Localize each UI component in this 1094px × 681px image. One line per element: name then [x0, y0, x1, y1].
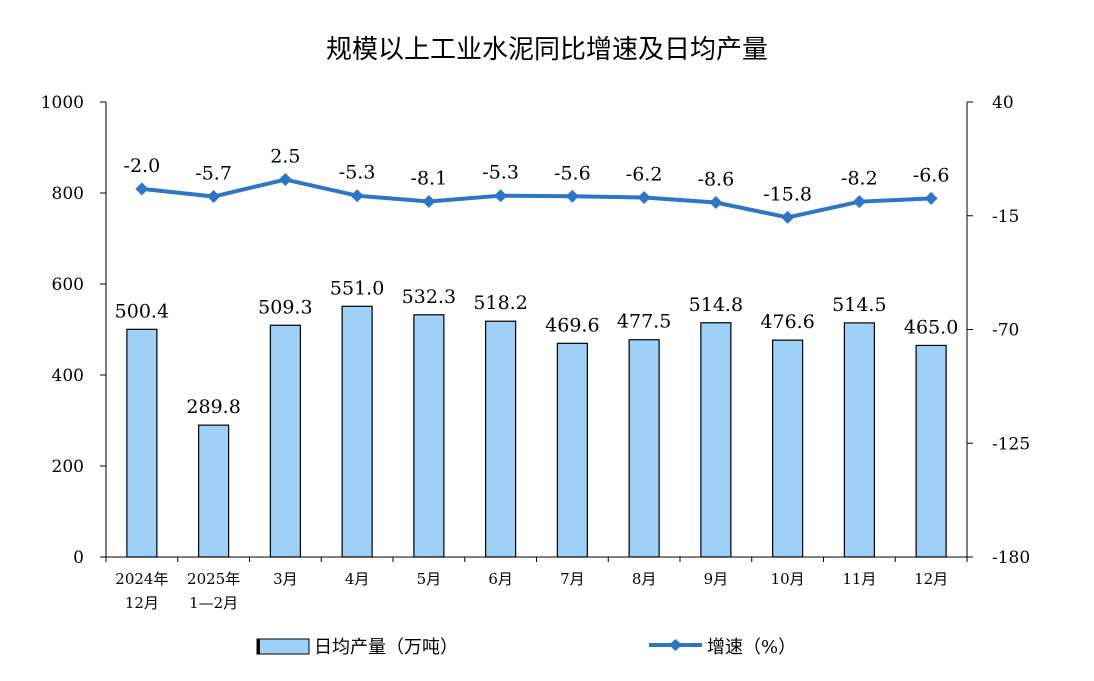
- legend-line-marker: [669, 639, 682, 651]
- growth-line: [141, 177, 932, 220]
- bar-value-label: 477.5: [617, 311, 671, 333]
- legend-bar-swatch: [256, 638, 310, 655]
- bar: [269, 324, 301, 558]
- bar-value-label: 518.2: [473, 292, 527, 314]
- legend-line-label: 增速（%）: [707, 637, 796, 658]
- x-category-label: 1—2月: [189, 594, 238, 612]
- chart-title: 规模以上工业水泥同比增速及日均产量: [326, 35, 768, 65]
- x-category-label: 6月: [488, 570, 513, 588]
- line-point: [422, 194, 436, 208]
- right-tick-label: -70: [992, 321, 1019, 341]
- x-category-label: 12月: [125, 594, 159, 612]
- data-labels: 500.4 289.8 509.3 551.0 532.3 518.2 469.6 477.5…: [115, 146, 959, 419]
- line-point: [924, 191, 938, 205]
- line-point: [709, 196, 723, 210]
- x-category-label: 7月: [560, 570, 585, 588]
- left-tick-label: 200: [52, 457, 84, 477]
- line-value-label: -5.3: [339, 162, 376, 184]
- x-category-label: 8月: [632, 570, 657, 588]
- x-category-label: 2024年: [115, 570, 168, 588]
- line-point: [278, 173, 292, 187]
- bar-value-label: 289.8: [186, 396, 240, 418]
- line-value-label: -8.1: [411, 167, 448, 189]
- left-tick-label: 600: [52, 275, 84, 295]
- left-tick-label: 800: [52, 184, 84, 204]
- line-value-label: -6.2: [626, 164, 663, 186]
- bar: [628, 339, 660, 558]
- right-tick-label: -125: [992, 434, 1030, 454]
- bar-value-label: 469.6: [545, 314, 599, 336]
- bar-value-label: 514.8: [689, 294, 743, 316]
- line-point: [135, 182, 149, 196]
- line-point: [565, 189, 579, 203]
- x-category-label: 3月: [273, 570, 298, 588]
- right-tick-label: -180: [992, 548, 1030, 568]
- axes: 0 200 400 600 800 1000 -180 -125 -70 -15 40 2024年 12…: [41, 93, 1030, 612]
- bar: [413, 314, 445, 558]
- bar: [341, 305, 373, 558]
- bar-value-label: 551.0: [330, 277, 384, 299]
- line-value-label: -8.6: [698, 169, 735, 191]
- bar-value-label: 465.0: [904, 316, 958, 338]
- x-category-label: 10月: [771, 570, 805, 588]
- line-point: [852, 195, 866, 209]
- bar: [843, 322, 875, 558]
- bar: [772, 339, 804, 558]
- bar-value-label: 500.4: [115, 300, 169, 322]
- bar-value-label: 532.3: [402, 286, 456, 308]
- bar: [556, 342, 588, 558]
- line-value-label: -5.3: [482, 162, 519, 184]
- line-value-label: -2.0: [124, 155, 161, 177]
- line-point: [494, 189, 508, 203]
- left-tick-label: 1000: [41, 93, 84, 113]
- x-category-label: 4月: [345, 570, 370, 588]
- right-tick-label: -15: [992, 207, 1019, 227]
- line-value-label: 2.5: [270, 146, 300, 168]
- bar-value-label: 476.6: [760, 311, 814, 333]
- x-category-label: 2025年: [187, 570, 240, 588]
- x-category-label: 11月: [842, 570, 876, 588]
- bar: [198, 424, 230, 558]
- line-value-label: -15.8: [763, 183, 812, 205]
- line-value-label: -8.2: [841, 168, 878, 190]
- line-value-label: -6.6: [913, 164, 950, 186]
- bar: [485, 320, 517, 558]
- bar: [126, 328, 158, 558]
- x-category-label: 9月: [704, 570, 729, 588]
- bar-value-label: 514.5: [832, 294, 886, 316]
- legend-bar-swatch-edge: [257, 639, 260, 654]
- line-point: [207, 190, 221, 204]
- legend: 日均产量（万吨） 增速（%）: [256, 637, 796, 658]
- line-value-label: -5.7: [195, 163, 232, 185]
- line-value-label: -5.6: [554, 162, 591, 184]
- legend-bar-label: 日均产量（万吨）: [314, 637, 458, 658]
- bar: [915, 344, 947, 558]
- bar: [700, 322, 732, 558]
- left-tick-label: 400: [52, 366, 84, 386]
- line-series: [135, 173, 938, 224]
- line-point: [781, 210, 795, 224]
- bar-value-label: 509.3: [258, 296, 312, 318]
- bar-series: [126, 305, 947, 558]
- line-point: [350, 189, 364, 203]
- line-point: [637, 191, 651, 205]
- left-tick-label: 0: [73, 548, 84, 568]
- x-category-label: 12月: [914, 570, 948, 588]
- x-category-label: 5月: [417, 570, 442, 588]
- right-tick-label: 40: [992, 93, 1014, 113]
